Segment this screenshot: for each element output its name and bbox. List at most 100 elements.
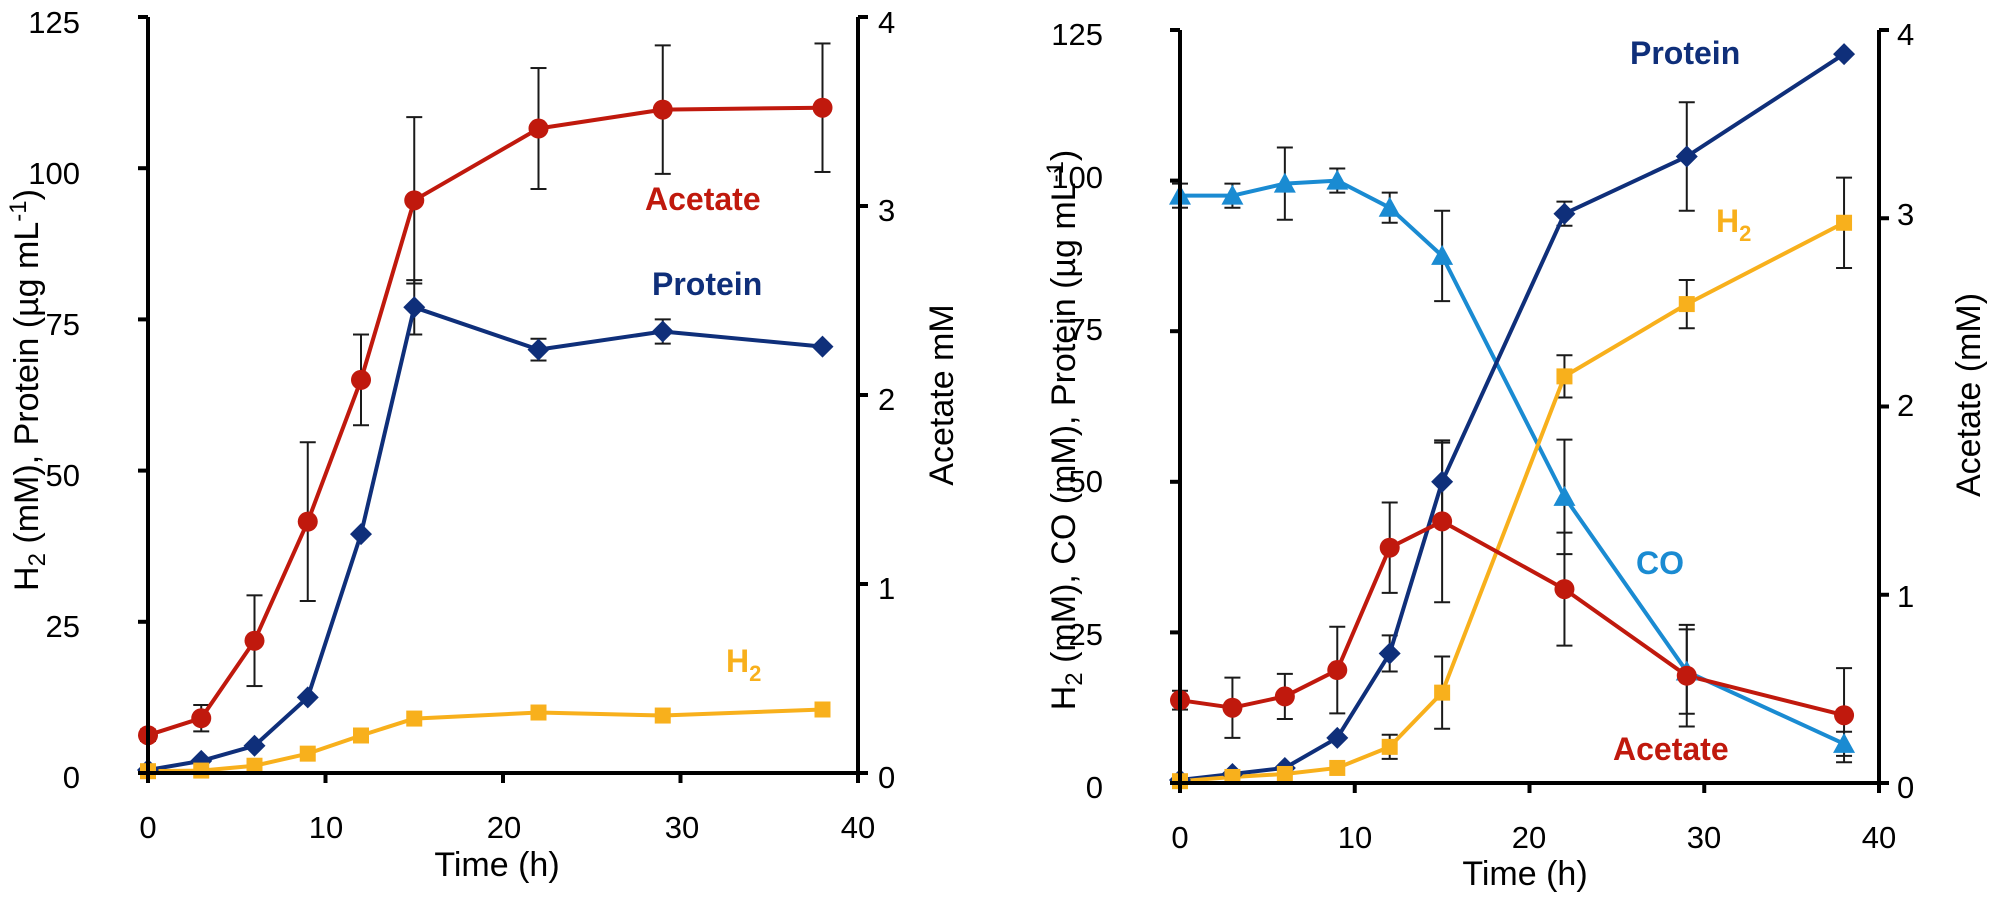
series-label-h2: H2 bbox=[1716, 203, 1751, 246]
data-point-protein bbox=[1431, 470, 1454, 493]
data-point-h2 bbox=[654, 707, 671, 724]
y2-tick-label: 0 bbox=[878, 760, 895, 795]
data-point-co bbox=[1553, 485, 1576, 506]
y2-tick-label: 0 bbox=[1897, 770, 1914, 805]
data-point-h2 bbox=[1836, 214, 1853, 231]
series-label-h2: H2 bbox=[726, 643, 761, 686]
data-point-h2 bbox=[530, 704, 547, 721]
series-line-co bbox=[1180, 178, 1845, 746]
y-tick-label: 75 bbox=[1069, 312, 1103, 347]
x-tick-label: 10 bbox=[1338, 820, 1372, 855]
y-tick-label: 125 bbox=[1051, 17, 1103, 52]
x-axis-label: Time (h) bbox=[1462, 855, 1587, 893]
series-lines bbox=[1179, 52, 1846, 784]
x-tick-label: 0 bbox=[139, 810, 156, 845]
series-markers bbox=[137, 97, 834, 781]
data-point-co bbox=[1273, 172, 1296, 193]
data-point-acetate bbox=[404, 190, 425, 211]
data-point-h2 bbox=[1276, 765, 1293, 782]
data-point-protein bbox=[1675, 145, 1698, 168]
y2-tick-label: 2 bbox=[1897, 388, 1914, 423]
data-point-acetate bbox=[528, 118, 549, 139]
data-point-h2 bbox=[193, 762, 210, 779]
y-tick-label: 0 bbox=[63, 760, 80, 795]
data-point-acetate bbox=[1676, 665, 1697, 686]
data-point-h2 bbox=[246, 757, 263, 774]
data-point-protein bbox=[1378, 642, 1401, 665]
data-point-acetate bbox=[652, 99, 673, 120]
data-point-protein bbox=[243, 734, 266, 757]
data-point-acetate bbox=[1222, 697, 1243, 718]
error-bars bbox=[140, 42, 831, 742]
y-tick-label: 25 bbox=[46, 609, 80, 644]
x-tick-label: 0 bbox=[1171, 820, 1188, 855]
y2-tick-label: 1 bbox=[1897, 579, 1914, 614]
data-point-co bbox=[1221, 184, 1244, 205]
data-point-co bbox=[1431, 244, 1454, 265]
y2-tick-label: 2 bbox=[878, 382, 895, 417]
series-label-co: CO bbox=[1636, 545, 1684, 581]
y2-tick-label: 1 bbox=[878, 571, 895, 606]
data-point-h2 bbox=[299, 745, 316, 762]
data-point-protein bbox=[350, 523, 372, 546]
chart-left: 0 25 50 75 100 125 0 1 2 3 4 0 10 20 30 … bbox=[5, 5, 961, 884]
data-point-h2 bbox=[1381, 738, 1398, 755]
y-tick-label: 50 bbox=[46, 458, 80, 493]
data-point-co bbox=[1833, 732, 1856, 753]
y-tick-label: 100 bbox=[1051, 160, 1103, 195]
x-axis-label: Time (h) bbox=[434, 846, 559, 884]
data-point-h2 bbox=[1329, 759, 1346, 776]
data-point-acetate bbox=[191, 708, 212, 729]
data-point-protein bbox=[651, 320, 674, 343]
x-tick-label: 20 bbox=[1512, 820, 1546, 855]
series-label-protein: Protein bbox=[1630, 35, 1740, 71]
data-point-h2 bbox=[814, 701, 831, 718]
data-point-protein bbox=[527, 338, 550, 361]
data-point-h2 bbox=[1434, 684, 1451, 701]
data-point-co bbox=[1326, 169, 1349, 190]
data-point-h2 bbox=[353, 727, 369, 744]
x-tick-label: 40 bbox=[841, 810, 875, 845]
y-tick-label: 75 bbox=[46, 307, 80, 342]
series-markers bbox=[1169, 43, 1856, 791]
series-line-protein bbox=[1179, 52, 1846, 782]
data-point-h2 bbox=[1556, 368, 1573, 385]
y2-tick-label: 3 bbox=[1897, 197, 1914, 232]
data-point-acetate bbox=[244, 630, 265, 651]
data-point-protein bbox=[296, 686, 319, 709]
y-tick-label: 100 bbox=[28, 156, 80, 191]
axes bbox=[138, 15, 868, 783]
data-point-protein bbox=[1833, 43, 1856, 66]
x-tick-label: 30 bbox=[665, 810, 699, 845]
y2-axis-label: Acetate mM bbox=[923, 304, 961, 485]
data-point-acetate bbox=[1432, 511, 1453, 532]
data-point-acetate bbox=[297, 511, 318, 532]
series-line-acetate bbox=[1179, 519, 1845, 718]
y-axis-label: H2 (mM), CO (mM), Protein (µg mL-1) bbox=[1042, 150, 1088, 711]
series-label-acetate: Acetate bbox=[645, 181, 761, 217]
y-axis-label: H2 (mM), Protein (µg mL-1) bbox=[5, 189, 51, 591]
data-point-protein bbox=[403, 296, 426, 319]
y2-tick-label: 4 bbox=[1897, 17, 1914, 52]
series-label-protein: Protein bbox=[652, 266, 762, 302]
data-point-protein bbox=[811, 335, 834, 358]
x-tick-label: 20 bbox=[487, 810, 521, 845]
data-point-protein bbox=[1553, 202, 1576, 225]
y-tick-label: 50 bbox=[1069, 464, 1103, 499]
data-point-acetate bbox=[1379, 537, 1400, 558]
series-line-protein bbox=[147, 305, 823, 772]
y2-tick-label: 3 bbox=[878, 193, 895, 228]
data-point-h2 bbox=[1678, 296, 1695, 313]
x-tick-label: 10 bbox=[309, 810, 343, 845]
y-tick-label: 0 bbox=[1086, 770, 1103, 805]
y2-tick-label: 4 bbox=[878, 5, 895, 40]
data-point-h2 bbox=[1224, 768, 1241, 785]
series-label-acetate: Acetate bbox=[1613, 731, 1729, 767]
axes bbox=[1170, 28, 1889, 793]
data-point-acetate bbox=[812, 97, 833, 118]
y-tick-label: 125 bbox=[28, 5, 80, 40]
data-point-acetate bbox=[1327, 660, 1348, 681]
x-tick-label: 40 bbox=[1862, 820, 1896, 855]
y-tick-label: 25 bbox=[1069, 617, 1103, 652]
